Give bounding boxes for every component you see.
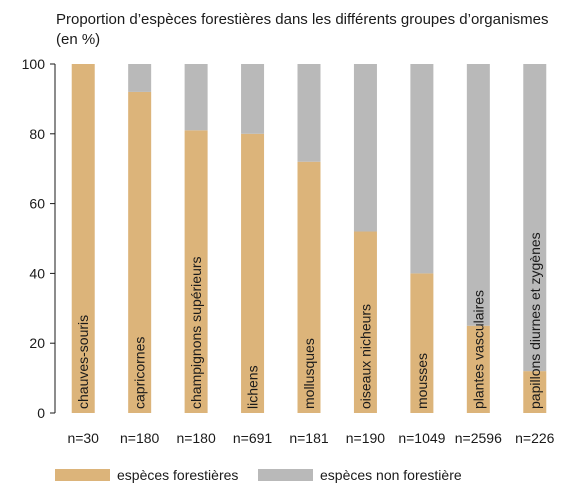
category-label: mollusques	[301, 338, 317, 409]
y-tick-label: 0	[37, 405, 45, 421]
bar-nonforest	[353, 64, 377, 232]
sample-size-labels: n=30 n=180 n=180 n=691 n=181 n=190 n=1049 n=259…	[67, 430, 554, 446]
sample-size-label: n=30	[67, 430, 99, 446]
category-label: oiseaux nicheurs	[357, 304, 373, 409]
y-tick-label: 60	[29, 196, 45, 212]
category-label: plantes vasculaires	[470, 290, 486, 409]
chart-title: Proportion d’espèces forestières dans le…	[56, 11, 549, 28]
sample-size-label: n=226	[515, 430, 555, 446]
y-tick-label: 40	[29, 265, 45, 281]
y-tick-label: 100	[22, 56, 46, 72]
sample-size-label: n=181	[289, 430, 329, 446]
legend-label: espèces forestières	[117, 467, 238, 483]
category-label: mousses	[414, 353, 430, 409]
bar-nonforest	[241, 64, 265, 134]
bar-nonforest	[128, 64, 152, 92]
bar-forest	[241, 133, 265, 414]
y-tick-label: 20	[29, 335, 45, 351]
bar-nonforest	[184, 64, 208, 131]
category-label: chauves-souris	[75, 315, 91, 409]
legend: espèces forestières espèces non forestièr…	[55, 467, 462, 483]
sample-size-label: n=180	[120, 430, 160, 446]
bar-forest	[71, 64, 95, 413]
bar-forest	[297, 161, 321, 413]
bar-nonforest	[297, 64, 321, 162]
bar-forest	[410, 273, 434, 413]
sample-size-label: n=2596	[455, 430, 502, 446]
y-tick-label: 80	[29, 126, 45, 142]
chart-subtitle: (en %)	[56, 31, 100, 48]
category-label: champignons supérieurs	[188, 256, 204, 409]
bar-forest	[128, 91, 152, 414]
bar-nonforest	[410, 64, 434, 274]
bar-forest	[353, 231, 377, 413]
legend-swatch	[55, 469, 110, 481]
legend-swatch	[258, 469, 313, 481]
y-axis: 0 20 40 60 80 100	[22, 56, 56, 421]
bar-forest	[466, 325, 490, 413]
category-label: lichens	[245, 365, 261, 409]
sample-size-label: n=190	[346, 430, 386, 446]
legend-label: espèces non forestière	[320, 467, 462, 483]
bars-group: chauves-souris capricornes champignons sup…	[71, 64, 547, 414]
sample-size-label: n=1049	[398, 430, 445, 446]
category-label: papillons diurnes et zygènes	[527, 232, 543, 409]
bar-forest	[184, 130, 208, 413]
sample-size-label: n=180	[176, 430, 216, 446]
sample-size-label: n=691	[233, 430, 273, 446]
bar-nonforest	[466, 64, 490, 326]
bar-nonforest	[523, 64, 547, 372]
category-label: capricornes	[132, 337, 148, 409]
bar-forest	[523, 371, 547, 413]
